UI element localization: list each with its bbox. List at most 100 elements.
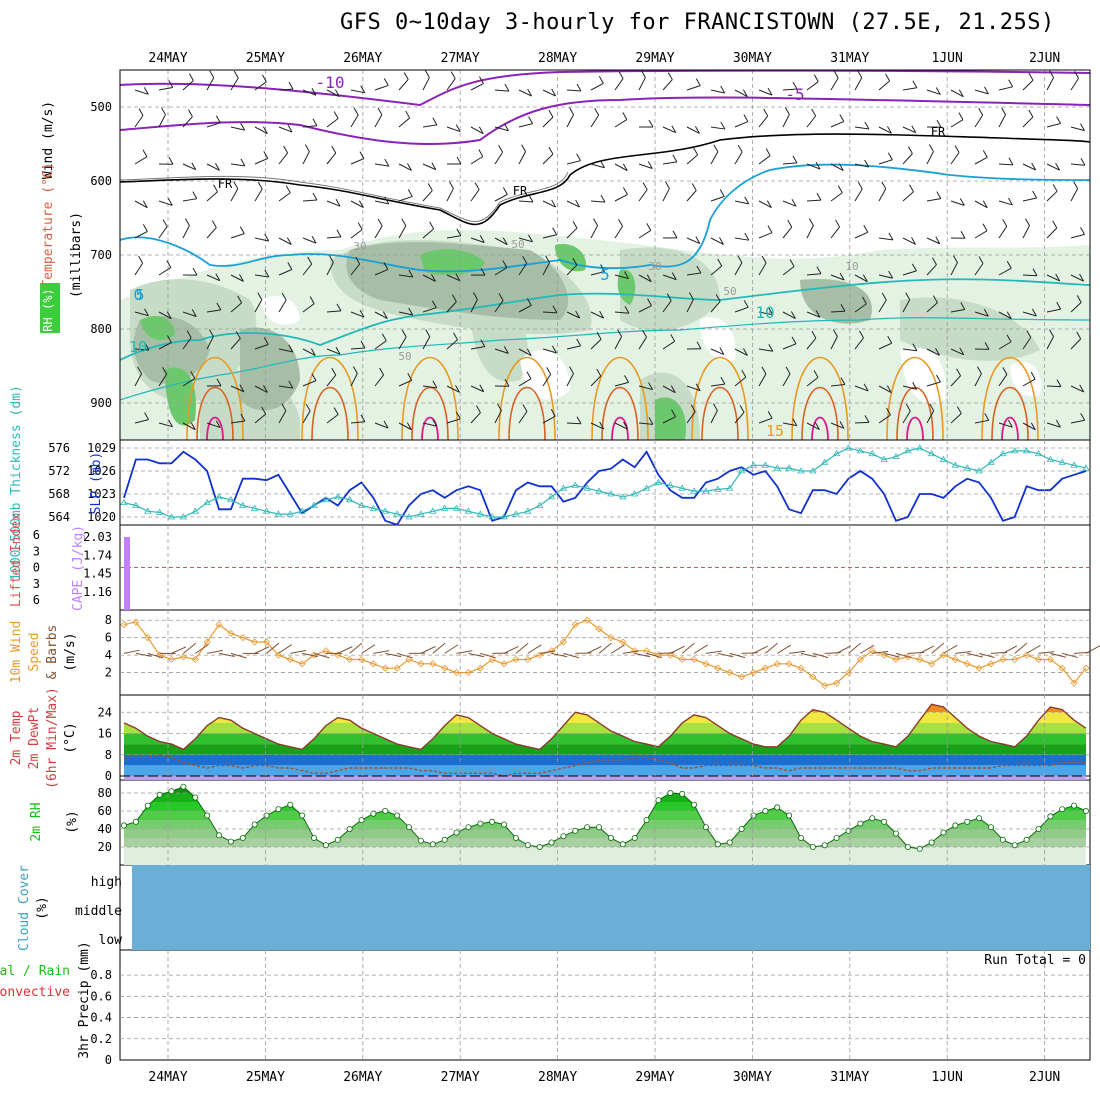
wind-barb [420,646,436,654]
lifted-index-tick: 6 [33,528,40,542]
wind-barb [446,78,456,91]
contour-warm-lobe [1001,416,1019,441]
wind-barb [374,311,388,320]
wind-barb-feather [239,384,245,392]
wind-barb [470,189,480,202]
wind-speed-point [346,655,354,664]
wind-barb [782,373,791,387]
wind-barb-feather [479,235,485,243]
wind-barb [422,190,433,202]
wind-barb [1002,645,1018,654]
wind-barb [182,80,194,91]
wind-barb-feather [1076,295,1082,303]
cloud-layer-label: high [91,875,122,890]
wind-barb-feather [208,329,214,337]
wind-barb [422,336,431,350]
wind-barb-feather [712,403,718,411]
wind-barb-feather [959,198,965,206]
wind-barb-feather [911,237,916,245]
rh-point [311,835,318,842]
date-label-bottom: 26MAY [343,1070,382,1085]
wind-barb-feather [352,366,358,374]
wind-barb-feather [264,233,270,242]
wind-barb-feather [594,108,600,116]
wind-barb [1046,227,1058,239]
wind-barb-feather [666,293,672,301]
wind-barb [326,310,341,313]
wind-barb-feather [719,347,725,355]
wind-speed-point [262,638,271,646]
wind-barb [230,77,239,91]
wind-speed-point [761,664,769,672]
wind-barb-feather [455,124,461,132]
thickness-point [1034,449,1043,457]
wind-barb-feather [328,255,334,263]
rh-point [750,812,757,819]
wind-speed-point [607,634,615,642]
wind-barb [729,652,746,659]
contour-label: -5 [785,85,804,104]
wind-barb [758,373,767,387]
wind-barb [590,225,599,239]
wind-barb [895,652,912,659]
wind-barb-feather [384,196,390,205]
wind-barb [614,336,623,350]
wind-barb-feather [526,348,532,356]
wind-barb [854,163,869,168]
wind-barb [789,650,806,654]
wind-barb [662,340,675,350]
rh-point [655,797,662,804]
wind-barb [350,263,361,276]
rh-point [477,820,484,827]
rh-point [334,836,341,843]
wind-barb [902,87,917,91]
wind-barb [614,274,629,280]
wind-barb-feather [456,228,462,237]
thickness-tick: 564 [48,510,70,524]
y-tick-label: 800 [90,322,112,336]
wind-barb [542,311,558,314]
temp-band [124,776,1086,780]
wind-barb [302,410,311,424]
wind-barb [686,272,701,276]
rh-point [417,837,424,844]
wind-barb-feather [191,309,197,317]
wind-barb [1038,651,1055,654]
wind-barb [950,262,958,276]
wind-barb [518,411,528,424]
wind-barb-feather [335,346,341,355]
rh-point [204,812,211,819]
wind-barb [782,200,797,207]
wind-speed-point [571,621,579,629]
wind-barb [878,299,887,313]
wind-barb-feather [548,109,554,118]
date-label-top: 30MAY [733,51,772,66]
contour-temp-10 [119,317,1091,401]
contour-warm-lobe [811,416,829,441]
wind-barb-feather [311,373,317,381]
wind-barbs-10m [123,642,1100,659]
wind-barb-feather [768,307,774,315]
thickness-point [524,507,532,514]
wind-barb-feather [1052,184,1058,192]
wind-barb-feather [331,145,337,154]
rh-point [691,801,698,808]
contour-warm-lobe [206,416,224,441]
wind-barb [974,230,988,239]
wind-barb-feather [791,336,797,345]
wind-barb [326,262,334,276]
thickness-point [773,464,781,471]
temp-line [123,703,1087,751]
wind-barb [1046,336,1054,350]
wind-speed-point [512,655,520,664]
wind-barb [326,89,340,98]
wind-barb-feather [744,232,750,241]
wind-barb [950,89,964,98]
wind-barb-feather [359,309,365,318]
wind-barb-feather [189,73,194,81]
contour-label: 30 [648,260,661,273]
wind-barb-feather [761,366,767,375]
wind-speed-point [928,660,936,668]
thickness-point [369,504,378,511]
